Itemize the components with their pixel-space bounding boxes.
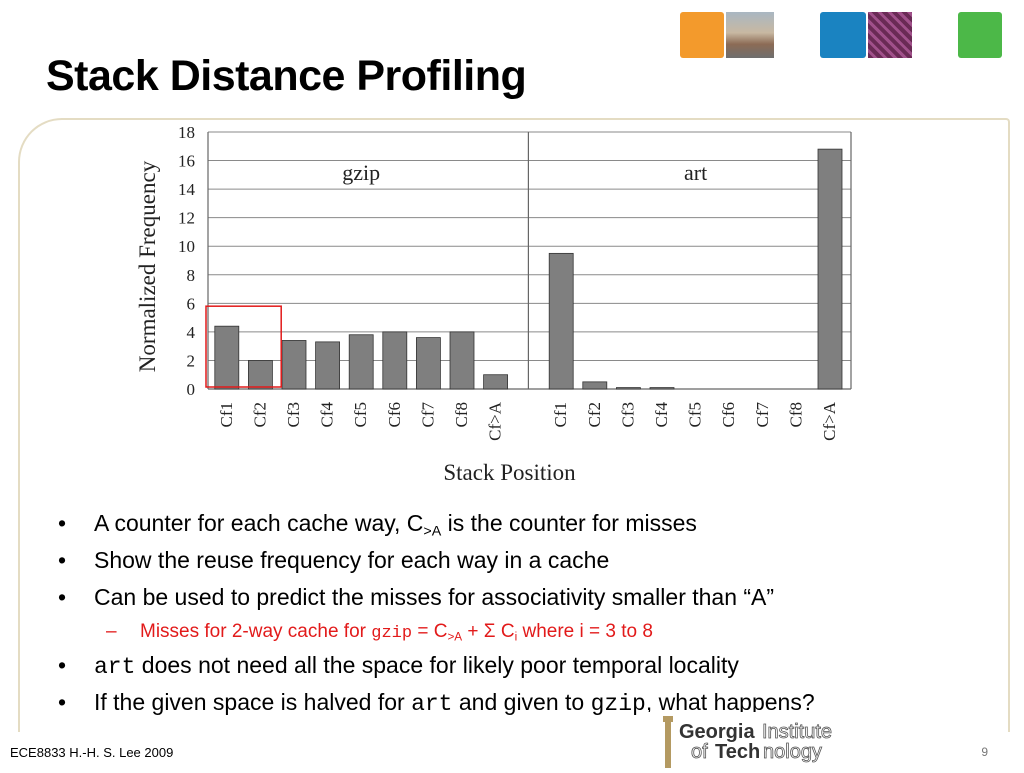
sub-text: Misses for 2-way cache for	[140, 621, 372, 642]
x-axis-label: Stack Position	[443, 460, 576, 485]
bar	[415, 337, 441, 390]
bar	[382, 331, 408, 390]
bar	[315, 341, 341, 390]
circuit-photo	[868, 12, 912, 58]
bullet-text: Can be used to predict the misses for as…	[94, 584, 775, 610]
subscript: i	[514, 630, 518, 644]
y-tick-label: 18	[178, 123, 195, 142]
blue-tile	[820, 12, 866, 58]
bar	[348, 334, 374, 390]
bullet-halved: • If the given space is halved for art a…	[56, 684, 996, 721]
code-text: art	[94, 654, 136, 680]
bar	[281, 340, 307, 390]
x-tick-label: Cf3	[284, 402, 303, 428]
bar	[483, 374, 509, 390]
code-text: art	[411, 691, 453, 717]
bullet-dot: •	[58, 584, 67, 610]
content-frame	[18, 118, 1010, 732]
bullet-list: • A counter for each cache way, C>A is t…	[56, 505, 996, 721]
bar	[248, 360, 273, 390]
y-tick-label: 14	[178, 180, 196, 199]
x-tick-label: Cf7	[753, 402, 772, 428]
header-thumbnails	[680, 12, 1010, 58]
orange-tile	[680, 12, 724, 58]
bullet-dot: •	[58, 547, 67, 573]
bullet-text: , what happens?	[645, 689, 815, 715]
y-tick-label: 16	[178, 152, 195, 171]
subscript: >A	[423, 523, 442, 540]
bullet-text: does not need all the space for likely p…	[135, 652, 739, 678]
x-tick-label: Cf>A	[486, 401, 505, 441]
page-number: 9	[981, 745, 988, 759]
sub-text: + Σ C	[462, 621, 515, 642]
logo-word-of: of	[691, 741, 708, 763]
bar	[582, 381, 608, 390]
x-tick-label: Cf4	[652, 402, 671, 428]
x-tick-label: Cf5	[351, 402, 370, 428]
x-tick-label: Cf1	[217, 402, 236, 428]
footer-text: ECE8833 H.-H. S. Lee 2009	[10, 745, 174, 760]
bullet-text: Show the reuse frequency for each way in…	[94, 547, 610, 573]
stack-distance-chart: 0 2 4 6 8 10 12 14 16 18 gzip Cf1 Cf2 Cf3 Cf4 Cf5 Cf6 Cf7…	[135, 120, 865, 490]
y-tick-label: 4	[187, 323, 196, 342]
bar	[817, 148, 843, 390]
y-tick-label: 8	[187, 266, 196, 285]
sub-text: = C	[412, 621, 448, 642]
x-tick-label: Cf7	[418, 402, 437, 428]
bar	[615, 387, 641, 390]
bullet-art-space: • art does not need all the space for li…	[56, 647, 996, 684]
x-tick-label: Cf5	[686, 402, 705, 428]
bullet-text: A counter for each cache way, C	[94, 510, 424, 536]
x-tick-label: Cf8	[786, 402, 805, 428]
code-text: gzip	[371, 624, 413, 643]
chart-svg: 0 2 4 6 8 10 12 14 16 18 gzip Cf1 Cf2 Cf3 Cf4 Cf5 Cf6 Cf7…	[135, 123, 852, 485]
y-tick-label: 12	[178, 209, 195, 228]
bar	[449, 331, 475, 390]
x-tick-label: Cf2	[585, 402, 604, 428]
logo-word-institute: Institute	[762, 721, 832, 743]
bullet-reuse: • Show the reuse frequency for each way …	[56, 542, 996, 579]
y-tick-label: 10	[178, 237, 195, 256]
campus-photo	[726, 12, 774, 58]
series-label: art	[684, 160, 707, 185]
bullet-text: If the given space is halved for	[94, 689, 412, 715]
bullet-text: and given to	[452, 689, 591, 715]
y-tick-label: 6	[187, 294, 196, 313]
code-text: gzip	[590, 691, 646, 717]
x-tick-label: Cf8	[452, 402, 471, 428]
logo-word-georgia: Georgia	[679, 721, 755, 743]
georgia-tech-logo: Georgia Institute of Tech nology	[645, 712, 875, 768]
bullet-counter: • A counter for each cache way, C>A is t…	[56, 505, 996, 542]
bullet-text: is the counter for misses	[441, 510, 697, 536]
green-tile	[958, 12, 1002, 58]
series-label: gzip	[342, 160, 380, 185]
sub-bullet-misses: – Misses for 2-way cache for gzip = C>A …	[56, 616, 996, 647]
x-tick-label: Cf6	[719, 402, 738, 428]
bullet-dot: •	[58, 652, 67, 678]
logo-word-nology: nology	[763, 741, 822, 763]
sub-bullet-dash: –	[106, 621, 117, 642]
bar	[649, 387, 675, 390]
slide-title: Stack Distance Profiling	[46, 52, 527, 100]
bar	[214, 325, 240, 390]
y-axis-label: Normalized Frequency	[135, 160, 160, 372]
y-tick-label: 2	[187, 351, 196, 370]
highlight-box	[205, 305, 282, 388]
logo-word-tech: Tech	[715, 741, 760, 763]
x-tick-label: Cf4	[318, 402, 337, 428]
subscript: >A	[447, 630, 463, 644]
bar	[548, 252, 574, 390]
bullet-dot: •	[58, 510, 67, 536]
x-tick-label: Cf6	[385, 402, 404, 428]
y-tick-label: 0	[187, 380, 196, 399]
x-tick-label: Cf1	[551, 402, 570, 428]
x-tick-label: Cf2	[250, 402, 269, 428]
x-tick-label: Cf3	[618, 402, 637, 428]
bullet-dot: •	[58, 689, 67, 715]
tower-icon: Georgia Institute of Tech nology	[663, 716, 832, 768]
sub-text: where i = 3 to 8	[517, 621, 653, 642]
bullet-predict: • Can be used to predict the misses for …	[56, 579, 996, 616]
x-tick-label: Cf>A	[820, 401, 839, 441]
